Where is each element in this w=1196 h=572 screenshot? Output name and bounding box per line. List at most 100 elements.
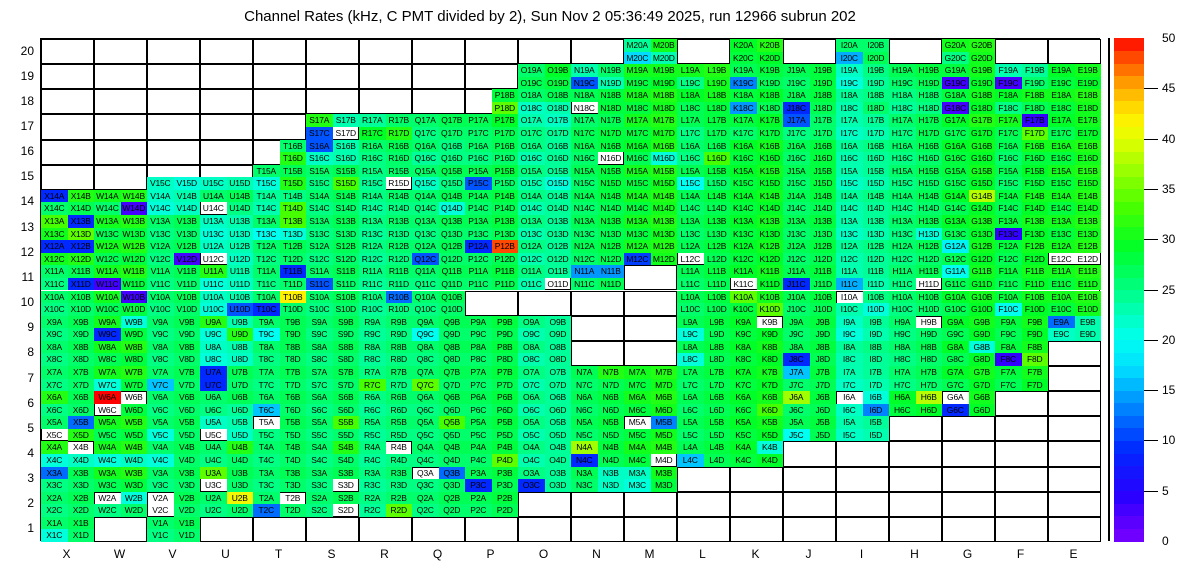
channel-cell: I14B — [862, 189, 889, 203]
y-axis-tick-label: 5 — [27, 420, 34, 435]
heatmap-cell-empty — [571, 340, 624, 366]
channel-cell: R2C — [359, 504, 386, 517]
channel-cell: H7B — [915, 365, 942, 379]
heatmap-cell: S5A S5B S5C S5D — [306, 416, 359, 442]
channel-cell: I6C — [836, 403, 863, 417]
heatmap-cell: H14A H14B H14C H14D — [889, 189, 942, 216]
colorbar-segment — [1114, 226, 1144, 240]
channel-cell: W10C — [94, 303, 121, 316]
channel-cell: W10D — [120, 303, 147, 316]
x-axis-tick-label: I — [859, 547, 864, 561]
heatmap-cell: K10A K10B K10C K10D — [730, 290, 783, 316]
channel-cell: N14B — [597, 189, 624, 203]
channel-cell: X8D — [67, 353, 94, 366]
channel-cell: S17B — [332, 114, 359, 127]
channel-cell: E10C — [1048, 303, 1075, 316]
channel-cell: M12D — [650, 252, 677, 266]
channel-cell: H8A — [889, 340, 916, 354]
colorbar-tick — [1144, 390, 1158, 392]
channel-cell: N13D — [597, 227, 624, 241]
channel-cell: N18A — [571, 89, 598, 102]
channel-cell: S13B — [332, 215, 359, 228]
channel-cell: F19C — [995, 76, 1022, 90]
channel-cell: M5C — [624, 428, 651, 442]
channel-cell: X6A — [41, 391, 68, 404]
heatmap-cell: X1A X1B X1C X1D — [41, 516, 94, 542]
channel-cell: T5C — [253, 428, 280, 442]
channel-cell: O14A — [518, 189, 545, 203]
colorbar-segment — [1114, 364, 1144, 379]
heatmap-cell: Q17A Q17B Q17C Q17D — [412, 114, 465, 140]
heatmap-cell: E18A E18B E18C E18D — [1048, 89, 1101, 115]
heatmap-cell-empty — [465, 516, 518, 542]
channel-cell: Q14D — [438, 202, 465, 216]
channel-cell: V3C — [147, 479, 174, 492]
channel-cell: L14C — [677, 202, 704, 216]
channel-cell: L15A — [677, 164, 704, 178]
channel-cell: X6C — [41, 403, 68, 417]
heatmap-cell: U4A U4B U4C U4D — [200, 441, 253, 467]
channel-cell: Q15B — [438, 164, 465, 178]
channel-cell: S11B — [332, 265, 359, 278]
channel-cell: U5C — [205, 429, 222, 440]
heatmap-cell-empty — [465, 39, 518, 65]
channel-cell: K6C — [730, 403, 757, 417]
channel-cell: S3B — [332, 466, 359, 480]
channel-cell: Q12C — [412, 252, 439, 266]
channel-cell: G7A — [942, 365, 969, 379]
channel-cell: L6A — [677, 391, 704, 404]
channel-cell: T14B — [279, 189, 306, 203]
channel-cell: Q17A — [412, 114, 439, 127]
channel-cell: K20C — [730, 51, 757, 65]
channel-cell: P8C — [465, 353, 492, 366]
channel-cell: R10B — [385, 290, 412, 304]
y-axis: 20 19 18 17 16 15 14 13 12 11 10 9 8 7 6 5 4 3 2 1 — [0, 38, 34, 541]
heatmap-cell-empty — [41, 39, 94, 65]
channel-cell: H15D — [915, 177, 942, 190]
channel-cell: O4A — [518, 441, 545, 454]
channel-cell: R7D — [385, 378, 412, 392]
channel-cell: F8D — [1021, 353, 1048, 366]
channel-cell: N16B — [597, 139, 624, 153]
channel-cell: T5A — [258, 417, 274, 428]
channel-cell: I18B — [862, 89, 889, 102]
channel-cell: N16D — [600, 153, 622, 164]
channel-cell: P6A — [465, 391, 492, 404]
channel-cell: U13D — [226, 227, 253, 241]
channel-cell: H8D — [915, 353, 942, 366]
channel-cell: J11C — [783, 277, 810, 291]
channel-cell: N13A — [571, 215, 598, 228]
heatmap-cell-empty — [253, 114, 306, 140]
channel-cell: L11B — [703, 265, 730, 278]
channel-cell: W11C — [94, 277, 121, 291]
heatmap-cell: P17A P17B P17C P17D — [465, 114, 518, 140]
channel-cell: K4D — [756, 453, 783, 467]
channel-cell: T2D — [279, 504, 306, 517]
channel-cell: P11A — [465, 265, 492, 278]
channel-cell: J18B — [809, 89, 836, 102]
heatmap-cell: H18A H18B H18C H18D — [889, 89, 942, 115]
channel-cell: P6D — [491, 403, 518, 417]
channel-cell: O19A — [518, 64, 545, 77]
channel-cell: H7C — [889, 378, 916, 392]
heatmap-cell: G17A G17B G17C G17D — [942, 114, 995, 140]
channel-cell: I9D — [862, 328, 889, 341]
channel-cell: K8A — [730, 340, 757, 354]
channel-cell: H10B — [915, 290, 942, 304]
channel-cell: M16A — [624, 139, 651, 153]
colorbar-segment — [1114, 176, 1144, 190]
channel-cell: K15D — [756, 177, 783, 190]
channel-cell: E12C — [1051, 253, 1072, 264]
channel-cell: E16C — [1048, 152, 1075, 165]
channel-cell: G9D — [968, 328, 995, 341]
heatmap-cell-empty — [942, 441, 995, 467]
channel-cell: R4A — [359, 441, 386, 454]
channel-cell: L6B — [703, 391, 730, 404]
heatmap-cell: W11A W11B W11C W11D — [94, 265, 147, 291]
channel-cell: T4D — [279, 453, 306, 467]
channel-cell: Q13A — [412, 215, 439, 228]
channel-cell: X10B — [67, 290, 94, 304]
heatmap-cell: W6A W6B W6C W6D — [94, 391, 147, 417]
channel-cell: S11D — [332, 277, 359, 291]
channel-cell: W9D — [120, 328, 147, 341]
